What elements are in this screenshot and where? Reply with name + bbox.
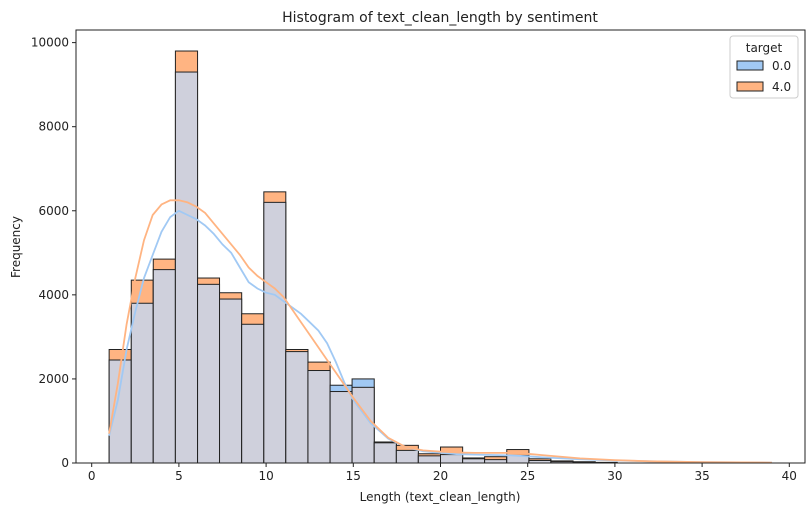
y-tick-label: 10000 <box>31 36 69 50</box>
histogram-bar-overlap <box>285 351 309 464</box>
histogram-bar-overlap <box>241 323 265 464</box>
kde-line-1 <box>108 199 772 464</box>
histogram-bar-overlap <box>152 269 176 464</box>
chart-title: Histogram of text_clean_length by sentim… <box>282 10 598 26</box>
x-tick-label: 30 <box>607 469 622 483</box>
histogram-bar-overlap <box>373 442 397 464</box>
x-axis-title: Length (text_clean_length) <box>360 490 521 504</box>
y-axis-title: Frequency <box>9 216 23 278</box>
histogram-bar-overlap <box>440 454 464 464</box>
x-tick-label: 25 <box>520 469 535 483</box>
legend-swatch-0 <box>736 60 764 71</box>
x-tick-label: 15 <box>346 469 361 483</box>
kde-layer <box>108 199 772 464</box>
legend-title: target <box>746 41 783 55</box>
legend-label-0: 0.0 <box>772 59 791 73</box>
kde-line-0 <box>108 209 772 464</box>
axes-layer: 0 5 10 15 20 25 30 35 40 0 2000 4000 6000 8000 10000 <box>31 29 806 483</box>
bars-layer <box>108 50 618 464</box>
x-tick-label: 5 <box>175 469 183 483</box>
histogram-bar-overlap <box>174 71 199 464</box>
histogram-bar-overlap <box>484 459 508 464</box>
legend-label-1: 4.0 <box>772 80 791 94</box>
legend: target 0.0 4.0 <box>729 35 799 99</box>
x-tick-label: 20 <box>433 469 448 483</box>
y-tick-label: 4000 <box>38 288 69 302</box>
histogram-bar-overlap <box>462 458 486 464</box>
histogram-bar-overlap <box>351 386 375 464</box>
histogram-bar-overlap <box>130 302 154 464</box>
histogram-bar-overlap <box>197 283 221 464</box>
y-tick-label: 6000 <box>38 204 69 218</box>
legend-swatch-1 <box>736 81 764 92</box>
histogram-bar-overlap <box>307 370 331 464</box>
histogram-bar-overlap <box>395 449 419 464</box>
histogram-bar-overlap <box>329 391 353 464</box>
x-tick-label: 40 <box>782 469 797 483</box>
y-tick-label: 8000 <box>38 120 69 134</box>
y-tick-label: 2000 <box>38 372 69 386</box>
x-tick-label: 10 <box>258 469 273 483</box>
x-tick-label: 35 <box>694 469 709 483</box>
histogram-bar-overlap <box>263 201 287 464</box>
histogram-bar-overlap <box>219 298 243 464</box>
x-tick-label: 0 <box>88 469 96 483</box>
y-tick-label: 0 <box>61 456 69 470</box>
histogram-bar-overlap <box>417 455 441 464</box>
